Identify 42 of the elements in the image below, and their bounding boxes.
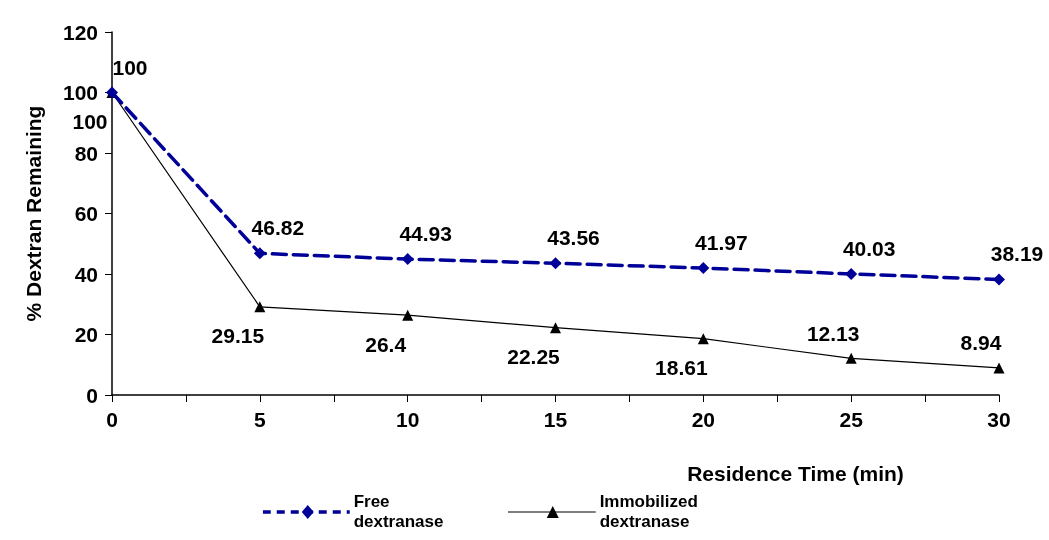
point: [993, 273, 1005, 286]
data-label: 22.25: [507, 345, 561, 369]
point: [845, 267, 858, 280]
point: [697, 262, 710, 275]
y-axis-title: % Dextran Remaining: [22, 105, 45, 322]
data-label: 38.19: [990, 242, 1044, 266]
data-label: 100: [112, 55, 148, 79]
y-tick-label: 20: [74, 323, 98, 346]
data-label: 29.15: [211, 324, 265, 348]
data-label: 43.56: [547, 226, 600, 250]
x-tick-label: 10: [395, 408, 420, 431]
y-tick-label: 60: [74, 202, 98, 225]
point: [697, 333, 709, 345]
y-tick-label: 100: [62, 81, 98, 104]
x-axis-title: Residence Time (min): [687, 462, 904, 485]
legend-label: Free dextranase: [353, 492, 445, 532]
data-label: 8.94: [960, 331, 1002, 355]
y-tick-label: 0: [86, 383, 98, 407]
legend-label: Immobilized dextranase: [599, 492, 699, 532]
point: [254, 301, 266, 313]
point: [549, 257, 562, 270]
data-label: 18.61: [655, 356, 708, 380]
x-tick-label: 0: [106, 408, 118, 431]
data-label: 41.97: [695, 231, 748, 255]
x-tick-label: 25: [839, 408, 864, 431]
point: [845, 352, 857, 364]
y-tick-label: 80: [74, 141, 98, 165]
x-tick-label: 15: [543, 408, 568, 431]
x-tick-label: 30: [987, 408, 1011, 431]
x-tick-label: 5: [253, 408, 266, 431]
data-label: 44.93: [399, 222, 452, 246]
point: [550, 322, 561, 334]
point: [993, 362, 1005, 374]
y-tick-label: 120: [62, 20, 98, 44]
data-label: 40.03: [842, 236, 896, 260]
data-label: 12.13: [806, 321, 860, 345]
point: [402, 309, 414, 321]
y-tick-label: 40: [74, 262, 98, 286]
data-label: 26.4: [365, 332, 407, 356]
x-tick-label: 20: [691, 408, 716, 431]
data-label: 46.82: [251, 216, 305, 240]
point: [253, 247, 266, 260]
